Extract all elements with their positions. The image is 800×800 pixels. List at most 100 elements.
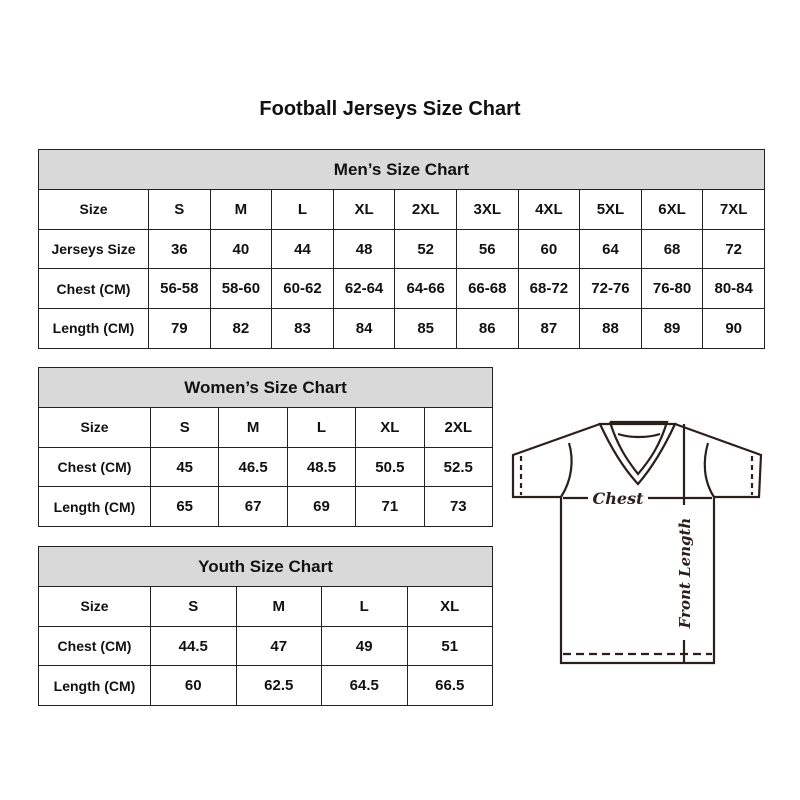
table-cell: 69	[286, 486, 357, 528]
table-cell: 60-62	[271, 268, 334, 310]
table-cell: 90	[702, 308, 765, 349]
table-cell: 67	[218, 486, 288, 528]
row-label: Length (CM)	[38, 665, 151, 707]
table-cell: 68-72	[517, 268, 581, 310]
table-cell: 82	[209, 308, 273, 349]
womens-size-table: Women’s Size Chart Size S M L XL 2XL Chest (CM)…	[38, 367, 494, 528]
table-cell: 2XL	[394, 189, 457, 230]
table-cell: 79	[148, 308, 211, 349]
table-cell: 64	[579, 228, 642, 270]
youth-size-table: Youth Size Chart Size S M L XL Chest (CM) 44.5 4…	[38, 546, 493, 707]
table-cell: M	[218, 407, 288, 448]
table-cell: S	[149, 407, 220, 448]
table-cell: XL	[406, 586, 493, 627]
table-cell: 72	[702, 228, 765, 270]
table-cell: 64.5	[321, 665, 408, 707]
table-cell: 48	[332, 228, 396, 270]
table-row: Chest (CM) 45 46.5 48.5 50.5 52.5	[38, 446, 494, 488]
table-cell: 44.5	[150, 625, 237, 667]
table-cell: 44	[271, 228, 334, 270]
table-cell: 58-60	[209, 268, 273, 310]
table-row: Chest (CM) 44.5 47 49 51	[38, 625, 493, 667]
table-row: Length (CM) 79 82 83 84 85 86 87 88 89 90	[38, 308, 765, 349]
table-cell: M	[235, 586, 322, 627]
table-cell: 45	[149, 446, 220, 488]
table-cell: M	[209, 189, 273, 230]
left-sleeve	[511, 422, 601, 499]
row-label: Chest (CM)	[38, 625, 151, 667]
table-cell: XL	[355, 407, 425, 448]
row-label: Jerseys Size	[38, 228, 149, 270]
table-row: Size S M L XL 2XL	[38, 407, 494, 448]
table-cell: 86	[455, 308, 519, 349]
table-cell: 62-64	[332, 268, 396, 310]
table-cell: L	[271, 189, 334, 230]
table-cell: 73	[423, 486, 494, 528]
table-cell: 4XL	[517, 189, 581, 230]
table-cell: 89	[640, 308, 704, 349]
table-cell: 47	[235, 625, 322, 667]
table-cell: 65	[149, 486, 220, 528]
table-cell: 52	[394, 228, 457, 270]
row-label: Size	[38, 189, 149, 230]
table-cell: 7XL	[702, 189, 765, 230]
table-cell: 5XL	[579, 189, 642, 230]
table-cell: 60	[150, 665, 237, 707]
table-row: Jerseys Size 36 40 44 48 52 56 60 64 68 72	[38, 228, 765, 270]
table-cell: 72-76	[579, 268, 642, 310]
table-cell: 51	[406, 625, 493, 667]
table-cell: S	[148, 189, 211, 230]
collar	[598, 422, 677, 486]
table-row: Length (CM) 60 62.5 64.5 66.5	[38, 665, 493, 707]
table-cell: 66.5	[406, 665, 493, 707]
table-cell: 66-68	[455, 268, 519, 310]
table-cell: 60	[517, 228, 581, 270]
table-cell: 56	[455, 228, 519, 270]
right-sleeve	[674, 422, 763, 499]
table-cell: 50.5	[355, 446, 425, 488]
table-cell: 56-58	[148, 268, 211, 310]
row-label: Chest (CM)	[38, 268, 149, 310]
mens-size-table: Men’s Size Chart Size S M L XL 2XL 3XL 4XL 5XL 6XL…	[38, 149, 765, 349]
table-cell: 3XL	[455, 189, 519, 230]
chest-label: Chest	[593, 489, 645, 508]
men-table-heading: Men’s Size Chart	[38, 149, 765, 190]
page-title: Football Jerseys Size Chart	[259, 98, 521, 120]
table-row: Length (CM) 65 67 69 71 73	[38, 486, 494, 528]
table-cell: 6XL	[640, 189, 704, 230]
table-cell: L	[286, 407, 357, 448]
table-cell: 2XL	[423, 407, 494, 448]
table-row: Size S M L XL	[38, 586, 493, 627]
table-cell: 83	[271, 308, 334, 349]
table-cell: 62.5	[235, 665, 322, 707]
table-cell: 52.5	[423, 446, 494, 488]
row-label: Size	[38, 586, 151, 627]
row-label: Length (CM)	[38, 308, 149, 349]
front-length-label: Front Length	[676, 518, 694, 630]
row-label: Chest (CM)	[38, 446, 151, 488]
table-cell: 71	[355, 486, 425, 528]
table-cell: 80-84	[702, 268, 765, 310]
table-cell: 87	[517, 308, 581, 349]
table-cell: 76-80	[640, 268, 704, 310]
table-cell: 85	[394, 308, 457, 349]
table-cell: 46.5	[218, 446, 288, 488]
women-table-heading: Women’s Size Chart	[38, 367, 493, 408]
table-cell: 48.5	[286, 446, 357, 488]
table-cell: 84	[332, 308, 396, 349]
table-cell: 36	[148, 228, 211, 270]
table-row: Chest (CM) 56-58 58-60 60-62 62-64 64-66 66-68…	[38, 268, 765, 310]
table-row: Size S M L XL 2XL 3XL 4XL 5XL 6XL 7XL	[38, 189, 765, 230]
youth-table-heading: Youth Size Chart	[38, 546, 493, 587]
table-cell: 68	[640, 228, 704, 270]
jersey-outline	[559, 497, 716, 665]
table-cell: 40	[209, 228, 273, 270]
table-cell: XL	[332, 189, 396, 230]
row-label: Length (CM)	[38, 486, 151, 528]
table-cell: 88	[579, 308, 642, 349]
row-label: Size	[38, 407, 151, 448]
table-cell: 49	[321, 625, 408, 667]
table-cell: S	[150, 586, 237, 627]
table-cell: L	[321, 586, 408, 627]
jersey-diagram: Chest Front Length	[511, 420, 763, 665]
